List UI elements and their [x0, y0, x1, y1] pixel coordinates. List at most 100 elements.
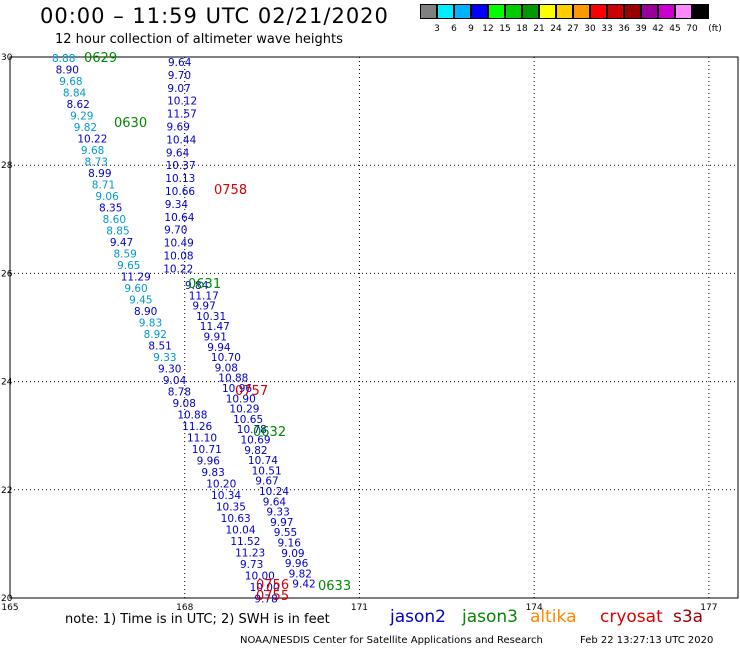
map-frame [9, 56, 739, 599]
wave-height-label: 9.82 [74, 122, 97, 134]
credit-line: NOAA/NESDIS Center for Satellite Applica… [240, 635, 543, 646]
legend-label: 3 [434, 24, 440, 34]
wave-height-label: 9.64 [263, 496, 287, 508]
pass-time-label: 0629 [84, 51, 117, 66]
generated-timestamp: Feb 22 13:27:13 UTC 2020 [580, 635, 714, 646]
legend-label: 39 [635, 24, 647, 34]
wave-height-label: 9.64 [168, 57, 192, 69]
legend-swatch [539, 4, 556, 19]
pass-time-label: 0757 [235, 384, 268, 399]
wave-height-label: 10.00 [245, 571, 275, 583]
wave-height-label: 10.29 [229, 404, 259, 416]
wave-height-label: 10.08 [164, 251, 194, 263]
wave-height-label: 9.96 [197, 456, 221, 468]
wave-height-label: 8.60 [103, 214, 126, 226]
wave-height-label: 9.04 [163, 375, 187, 387]
satellite-label-s3a: s3a [673, 607, 704, 627]
pass-time-label: 0633 [318, 579, 351, 594]
wave-height-label: 9.29 [70, 111, 93, 123]
legend-swatch [590, 4, 607, 19]
wave-height-label: 11.29 [121, 272, 151, 284]
wave-height-label: 9.08 [173, 398, 196, 410]
latitude-tick-label: 30 [1, 53, 13, 63]
wave-height-label: 8.85 [106, 226, 129, 238]
page-subtitle: 12 hour collection of altimeter wave hei… [55, 32, 343, 47]
legend-label: 21 [533, 24, 545, 34]
latitude-tick-label: 28 [1, 161, 13, 171]
wave-height-label: 9.64 [166, 147, 190, 159]
legend-label: 42 [652, 24, 664, 34]
longitude-tick-label: 165 [1, 603, 18, 613]
wave-height-label: 10.64 [164, 212, 194, 224]
wave-height-label: 9.60 [124, 283, 147, 295]
wave-height-label: 9.94 [207, 342, 231, 354]
wave-height-label: 10.96 [222, 383, 252, 395]
wave-height-label: 8.78 [168, 387, 191, 399]
legend-swatch [505, 4, 522, 19]
legend-label: 6 [451, 24, 457, 34]
pass-time-label: 0631 [188, 277, 221, 292]
legend-label: (ft) [708, 24, 722, 34]
wave-height-label: 10.24 [259, 486, 289, 498]
wave-height-label: 10.88 [177, 410, 207, 422]
legend-label: 45 [669, 24, 681, 34]
page-title: 00:00 – 11:59 UTC 02/21/2020 [40, 4, 389, 28]
wave-height-label: 8.59 [113, 249, 136, 261]
wave-height-label: 9.68 [59, 76, 82, 88]
wave-height-label: 9.55 [274, 527, 297, 539]
wave-height-label: 8.90 [134, 306, 157, 318]
wave-height-label: 9.47 [110, 237, 133, 249]
wave-height-label: 9.82 [289, 568, 312, 580]
legend-label: 36 [618, 24, 630, 34]
wave-height-label: 11.52 [230, 536, 260, 548]
legend-label: 15 [499, 24, 511, 34]
legend-label: 9 [468, 24, 474, 34]
wave-height-label: 9.06 [95, 191, 119, 203]
legend-swatches [420, 4, 709, 19]
wave-height-label: 10.70 [211, 352, 241, 364]
wave-height-label: 11.10 [187, 433, 217, 445]
legend-label: 33 [601, 24, 613, 34]
legend-swatch [675, 4, 692, 19]
legend-swatch [522, 4, 539, 19]
wave-height-label: 10.31 [196, 311, 226, 323]
wave-height-label: 9.84 [185, 280, 209, 292]
legend-swatch [573, 4, 590, 19]
wave-height-label: 9.42 [292, 579, 315, 591]
wave-height-label: 9.96 [285, 558, 309, 570]
pass-time-label: 0630 [114, 116, 147, 131]
latitude-tick-label: 24 [1, 378, 13, 388]
wave-height-label: 8.92 [144, 329, 167, 341]
wave-height-label: 10.35 [216, 502, 246, 514]
wave-height-label: 10.22 [77, 134, 107, 146]
wave-height-label: 10.37 [166, 160, 196, 172]
legend-label: 30 [584, 24, 596, 34]
wave-height-label: 9.83 [139, 318, 162, 330]
wave-height-label: 10.49 [164, 238, 194, 250]
pass-time-label: 0632 [253, 425, 286, 440]
wave-height-label: 10.44 [166, 134, 196, 146]
wave-height-label: 9.91 [204, 332, 227, 344]
legend-swatch [420, 4, 437, 19]
wave-height-label: 9.30 [158, 364, 181, 376]
wave-height-label: 10.65 [233, 414, 263, 426]
wave-height-label: 9.97 [270, 517, 293, 529]
wave-height-label: 9.82 [244, 445, 267, 457]
wave-height-label: 11.57 [167, 109, 197, 121]
legend-swatch [556, 4, 573, 19]
wave-height-label: 9.16 [278, 538, 302, 550]
wave-height-label: 9.73 [240, 559, 263, 571]
wave-height-label: 8.73 [85, 157, 108, 169]
wave-height-label: 8.99 [88, 168, 111, 180]
wave-height-label: 9.07 [167, 83, 190, 95]
legend-swatch [607, 4, 624, 19]
pass-time-label: 0758 [214, 183, 247, 198]
longitude-tick-label: 171 [351, 603, 368, 613]
wave-height-label: 11.26 [182, 421, 212, 433]
footnote: note: 1) Time is in UTC; 2) SWH is in fe… [65, 612, 330, 627]
legend-label: 24 [550, 24, 562, 34]
wave-height-label: 8.51 [148, 341, 171, 353]
wave-height-label: 9.33 [153, 352, 176, 364]
wave-height-label: 10.74 [248, 455, 278, 467]
